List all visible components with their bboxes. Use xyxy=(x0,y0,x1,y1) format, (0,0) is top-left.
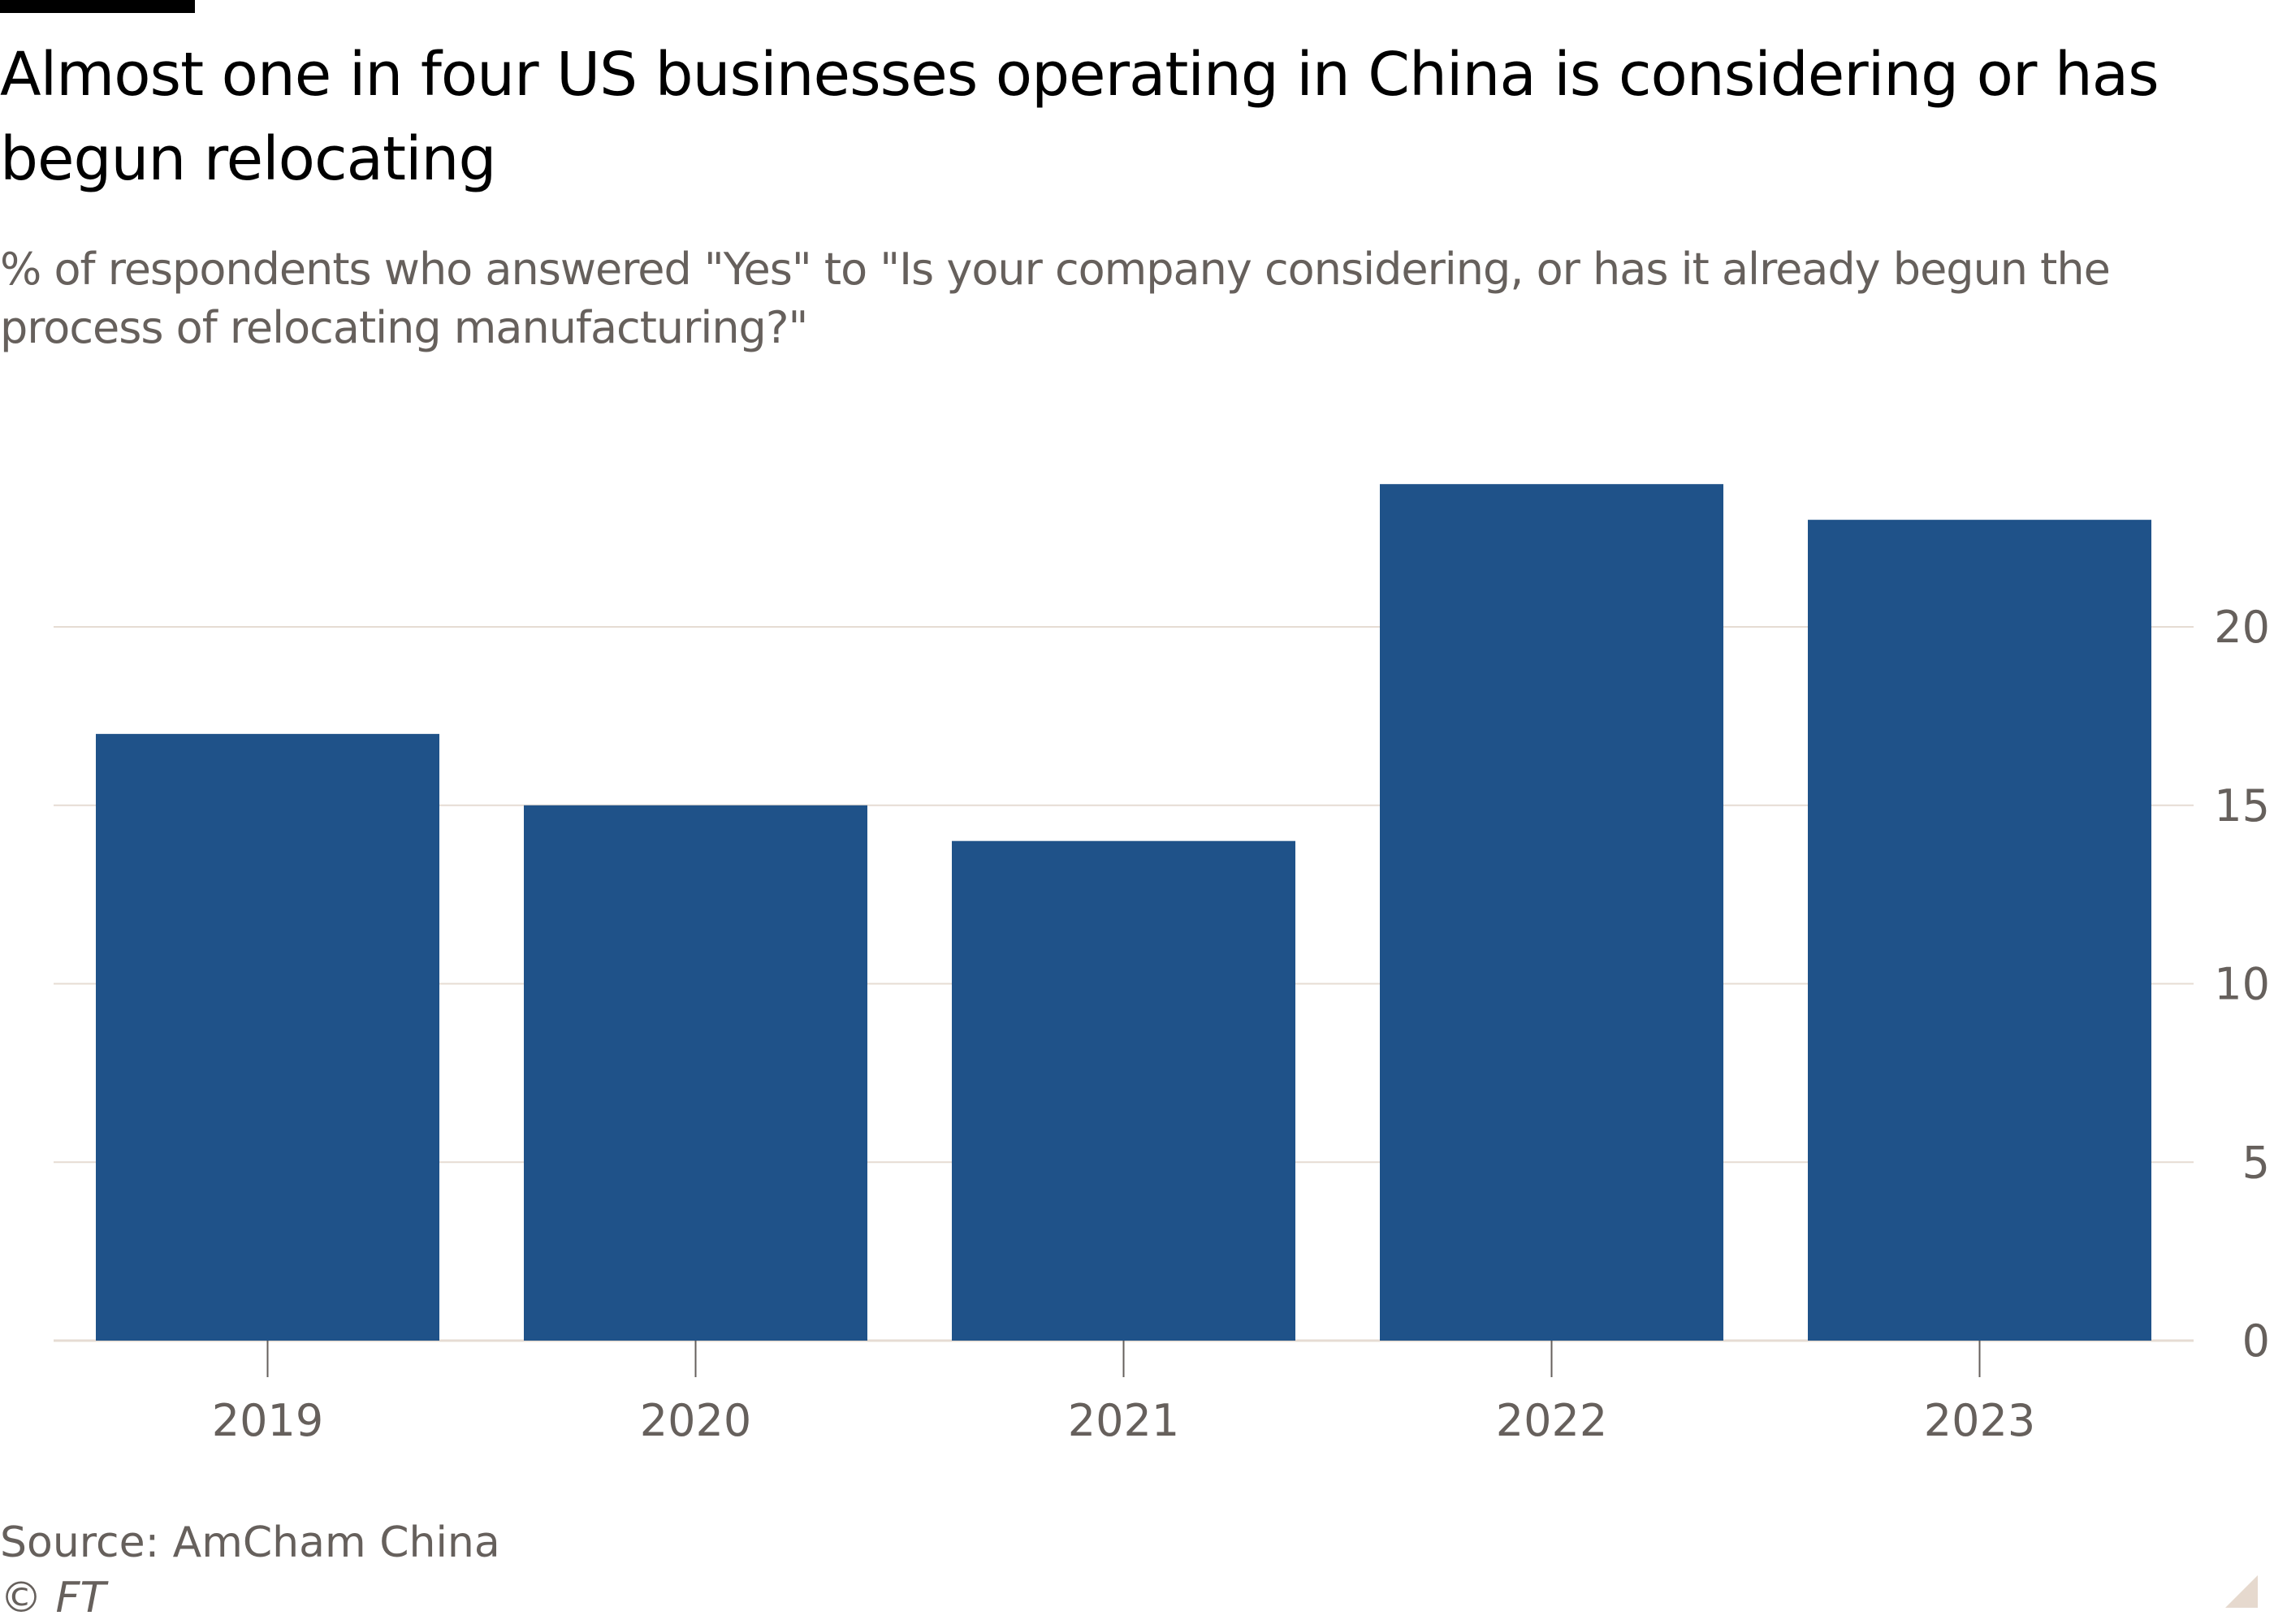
chart-title: Almost one in four US businesses operati… xyxy=(0,40,2159,194)
bar-2021 xyxy=(952,840,1295,1341)
brand-bar xyxy=(0,0,195,13)
x-tick-label: 2020 xyxy=(640,1395,751,1446)
x-tick-label: 2023 xyxy=(1924,1395,2035,1446)
y-tick-label: 20 xyxy=(2214,602,2270,653)
x-tick-label: 2022 xyxy=(1496,1395,1607,1446)
bar-2020 xyxy=(524,805,867,1341)
bar-2023 xyxy=(1808,520,2151,1341)
chart-subtitle: % of respondents who answered "Yes" to "… xyxy=(0,244,2111,353)
y-tick-label: 0 xyxy=(2242,1315,2270,1367)
y-tick-label: 10 xyxy=(2214,959,2270,1010)
x-tick-label: 2019 xyxy=(212,1395,323,1446)
corner-triangle-icon xyxy=(2225,1575,2258,1608)
y-tick-label: 5 xyxy=(2242,1137,2270,1188)
copyright: © FT xyxy=(0,1574,106,1622)
bar-2022 xyxy=(1380,484,1723,1341)
y-tick-label: 15 xyxy=(2214,780,2270,831)
source-note: Source: AmCham China xyxy=(0,1518,500,1567)
bar-2019 xyxy=(96,733,439,1341)
x-tick-label: 2021 xyxy=(1068,1395,1179,1446)
